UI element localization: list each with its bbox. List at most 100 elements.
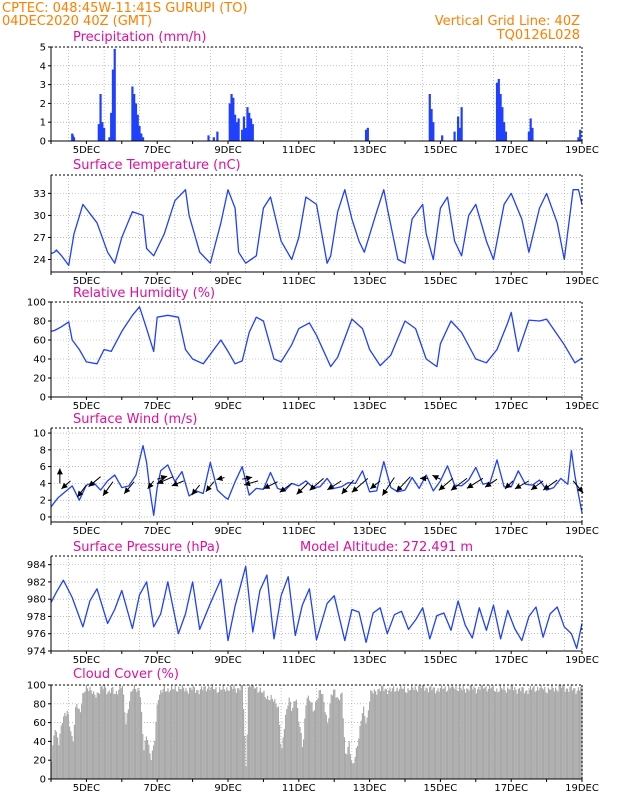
cloud-cover-bar bbox=[53, 735, 55, 779]
cloud-cover-bar bbox=[527, 694, 529, 779]
cloud-cover-bar bbox=[508, 688, 510, 779]
wind-vector-arrow bbox=[438, 477, 454, 491]
cloud-cover-bar bbox=[420, 688, 422, 779]
cloud-cover-bar bbox=[197, 690, 199, 779]
cloud-cover-bar bbox=[139, 697, 141, 779]
cloud-cover-bar bbox=[96, 692, 98, 779]
cloud-cover-bar bbox=[513, 690, 515, 779]
cloud-cover-bar bbox=[307, 695, 309, 779]
precipitation-bar bbox=[141, 137, 145, 141]
cloud-cover-bar bbox=[395, 690, 397, 779]
x-tick-label: 15DEC bbox=[424, 655, 458, 666]
precipitation-bar bbox=[495, 82, 499, 141]
cloud-cover-bar bbox=[462, 685, 464, 779]
cloud-cover-bar bbox=[71, 736, 73, 779]
x-tick-label: 7DEC bbox=[144, 526, 171, 537]
cloud-cover-bar bbox=[178, 686, 180, 779]
cloud-cover-bar bbox=[504, 690, 506, 779]
cloud-cover-bar bbox=[277, 706, 279, 779]
cloud-cover-bar bbox=[421, 685, 423, 779]
cloud-cover-bar bbox=[495, 691, 497, 779]
cloud-cover-bar bbox=[154, 740, 156, 779]
cloud-cover-bar bbox=[517, 688, 519, 779]
x-tick-label: 13DEC bbox=[353, 276, 387, 287]
cloud-cover-bar bbox=[397, 691, 399, 779]
cloud-cover-bar bbox=[196, 689, 198, 779]
cloud-cover-bar bbox=[255, 688, 257, 779]
cloud-cover-bar bbox=[567, 688, 569, 779]
cloud-cover-bar bbox=[117, 694, 119, 779]
wind-vector-arrow bbox=[102, 481, 114, 497]
cloud-cover-bar bbox=[137, 687, 139, 779]
wind-vector-arrow bbox=[61, 480, 71, 490]
cloud-cover-bar bbox=[419, 685, 421, 779]
cloud-cover-bar bbox=[301, 746, 303, 779]
cloud-cover-bar bbox=[556, 689, 558, 779]
cloud-cover-bar bbox=[289, 701, 291, 779]
wind-vector-arrow bbox=[351, 477, 369, 493]
cloud-cover-bar bbox=[531, 689, 533, 779]
cloud-cover-bar bbox=[312, 711, 314, 779]
cloud-cover-bar bbox=[568, 691, 570, 779]
y-tick-label: 2 bbox=[40, 99, 46, 110]
cloud-cover-bar bbox=[413, 690, 415, 779]
precipitation-bar bbox=[241, 129, 244, 141]
y-tick-label: 6 bbox=[40, 462, 46, 473]
cloud-cover-bar bbox=[209, 689, 211, 779]
cloud-cover-bar bbox=[541, 688, 543, 779]
cloud-cover-bar bbox=[109, 693, 111, 779]
cloud-cover-bar bbox=[127, 709, 129, 779]
cloud-cover-bar bbox=[252, 685, 254, 779]
cloud-cover-bar bbox=[497, 692, 499, 779]
cloud-cover-bar bbox=[418, 685, 420, 779]
cloud-cover-bar bbox=[365, 723, 367, 779]
y-tick-label: 4 bbox=[40, 479, 46, 490]
cloud-cover-bar bbox=[233, 685, 235, 779]
cloud-cover-bar bbox=[509, 689, 511, 779]
cloud-cover-bar bbox=[431, 690, 433, 779]
cloud-cover-bar bbox=[106, 694, 108, 779]
cloud-cover-bar bbox=[540, 685, 542, 779]
precipitation-bar bbox=[242, 116, 246, 141]
cloud-cover-bar bbox=[425, 687, 427, 779]
x-tick-label: 5DEC bbox=[73, 783, 100, 794]
cloud-cover-bar bbox=[208, 686, 210, 779]
wind-line bbox=[50, 444, 583, 516]
cloud-cover-bar bbox=[205, 691, 207, 779]
precipitation-bar bbox=[364, 129, 368, 141]
humidity-line bbox=[50, 306, 583, 368]
cloud-cover-bar bbox=[93, 691, 95, 779]
wind-vector-arrow bbox=[156, 476, 174, 485]
cloud-cover-bar bbox=[238, 688, 240, 779]
x-tick-label: 7DEC bbox=[144, 276, 171, 287]
cloud-cover-bar bbox=[526, 690, 528, 779]
cloud-cover-bar bbox=[544, 687, 546, 779]
cloud-cover-bar bbox=[355, 747, 357, 779]
y-tick-label: 40 bbox=[33, 355, 46, 366]
x-tick-label: 5DEC bbox=[73, 526, 100, 537]
cloud-cover-bar bbox=[121, 685, 123, 779]
cloud-cover-bar bbox=[453, 687, 455, 779]
cloud-cover-bar bbox=[174, 686, 176, 779]
cloud-cover-bar bbox=[396, 687, 398, 779]
cloud-cover-bar bbox=[461, 690, 463, 779]
cloud-cover-bar bbox=[269, 700, 271, 779]
wind-vector-arrow bbox=[327, 480, 342, 491]
cloud-cover-bar bbox=[385, 689, 387, 779]
y-tick-label: 24 bbox=[33, 255, 46, 266]
cloud-cover-bar bbox=[575, 693, 577, 779]
cloud-cover-bar bbox=[317, 698, 319, 779]
cloud-cover-bar bbox=[354, 756, 356, 779]
precipitation-bar bbox=[430, 109, 433, 141]
precipitation-bar bbox=[97, 124, 100, 141]
cloud-cover-bar bbox=[64, 712, 66, 779]
cloud-cover-bar bbox=[231, 686, 233, 779]
precipitation-bar bbox=[111, 69, 115, 141]
wind-vector-arrow bbox=[279, 482, 293, 493]
cloud-cover-bar bbox=[123, 694, 125, 779]
cloud-cover-bar bbox=[558, 685, 560, 779]
cloud-cover-bar bbox=[283, 729, 285, 779]
wind-vector-arrow bbox=[450, 477, 468, 491]
cloud-cover-bar bbox=[437, 688, 439, 779]
y-tick-label: 27 bbox=[33, 233, 46, 244]
